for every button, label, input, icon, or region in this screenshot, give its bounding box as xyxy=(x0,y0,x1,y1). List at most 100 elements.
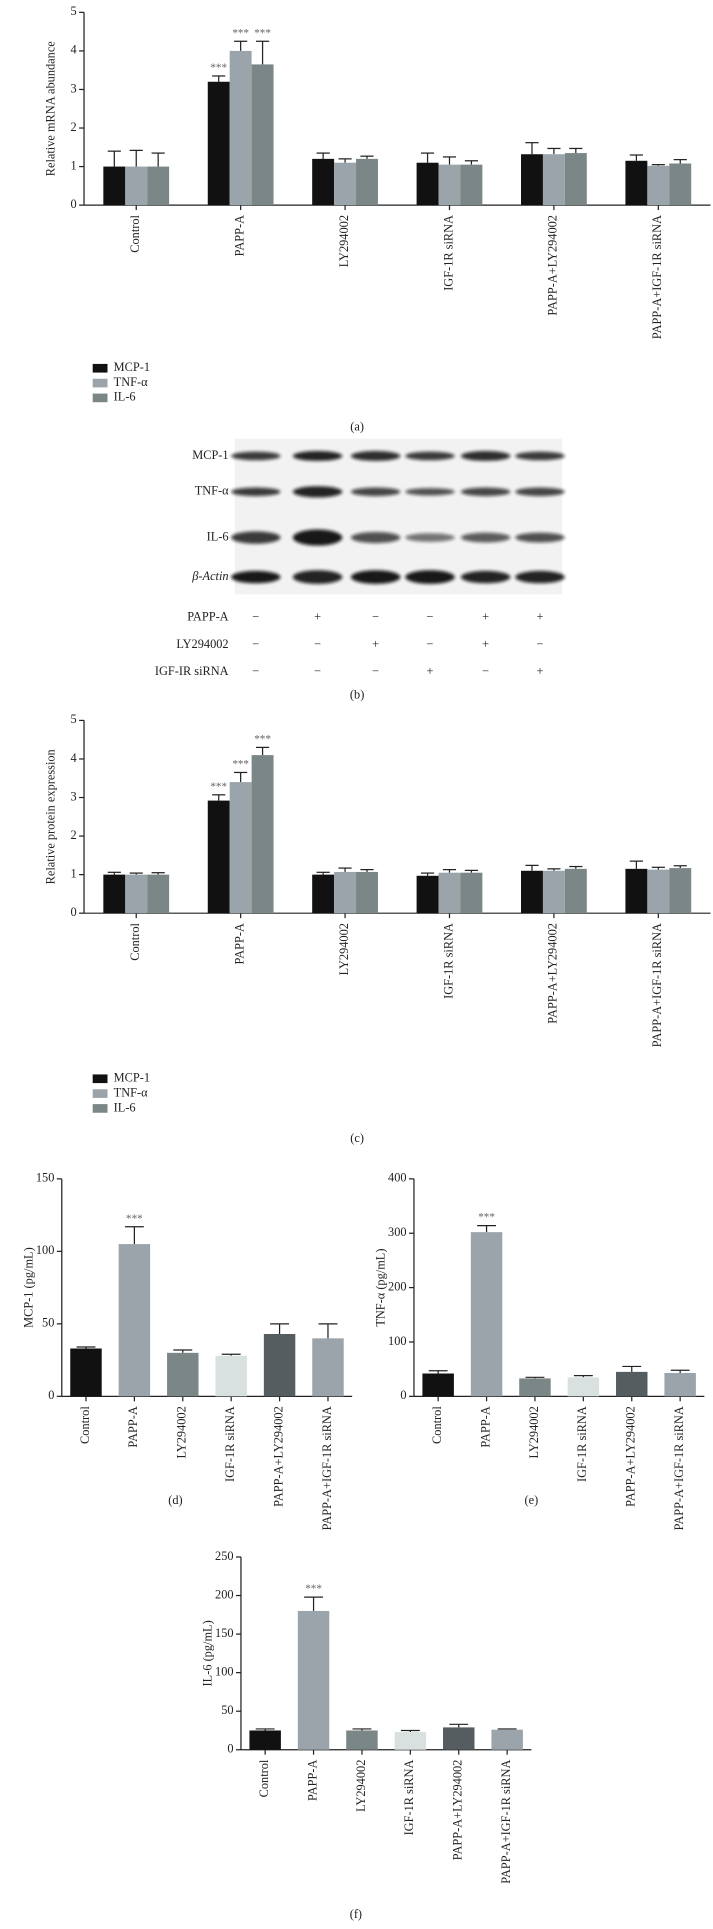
y-axis-label: MCP-1 (pg/mL) xyxy=(21,1247,35,1328)
blot-band xyxy=(292,570,343,584)
x-tick-label: IGF-1R siRNA xyxy=(223,1406,237,1482)
treatment-sign: − xyxy=(427,610,434,624)
y-axis-label: IL-6 (pg/mL) xyxy=(201,1620,215,1686)
x-tick-label: IGF-1R siRNA xyxy=(441,923,455,999)
treatment-label: LY294002 xyxy=(176,637,228,651)
y-tick-label: 0 xyxy=(48,1388,54,1402)
x-tick-label: PAPP-A xyxy=(478,1406,492,1447)
x-tick-label: LY294002 xyxy=(527,1406,541,1458)
blot-band xyxy=(350,487,401,497)
blot-band xyxy=(460,532,511,543)
bar xyxy=(125,166,148,206)
blot-band xyxy=(405,533,455,542)
x-tick-label: PAPP-A+LY294002 xyxy=(451,1760,465,1861)
treatment-sign: − xyxy=(314,664,321,678)
bar xyxy=(251,64,274,206)
legend-swatch xyxy=(92,1089,108,1098)
legend-swatch xyxy=(92,1074,108,1084)
blot-band xyxy=(350,531,401,544)
legend-label: MCP-1 xyxy=(114,360,150,374)
treatment-sign: − xyxy=(372,664,379,678)
blot-band xyxy=(515,487,565,497)
x-tick-label: PAPP-A xyxy=(305,1760,319,1801)
treatment-sign: + xyxy=(537,610,544,624)
blot-band xyxy=(515,451,565,461)
y-tick-label: 0 xyxy=(70,905,76,919)
legend-label: IL-6 xyxy=(114,390,136,404)
bar xyxy=(564,153,587,206)
bar xyxy=(356,158,378,206)
bar xyxy=(356,871,378,914)
significance-label: *** xyxy=(254,734,271,746)
treatment-sign: − xyxy=(252,637,259,651)
significance-label: *** xyxy=(478,1212,495,1224)
protein-label: IL-6 xyxy=(207,529,229,543)
y-tick-label: 0 xyxy=(70,197,76,211)
bar xyxy=(443,1727,475,1750)
bar xyxy=(564,868,587,914)
y-tick-label: 300 xyxy=(388,1225,407,1239)
blot-band xyxy=(231,531,281,544)
bar xyxy=(422,1373,454,1397)
bar xyxy=(251,755,274,914)
protein-label: TNF-α xyxy=(195,484,229,498)
blot-band xyxy=(292,451,343,461)
significance-label: *** xyxy=(254,27,271,39)
bar xyxy=(125,874,148,914)
bar xyxy=(147,874,170,914)
x-tick-label: LY294002 xyxy=(337,923,351,975)
panel-label: (a) xyxy=(350,419,364,433)
legend-label: TNF-α xyxy=(114,375,148,389)
legend-label: MCP-1 xyxy=(114,1071,150,1085)
bar xyxy=(491,1729,523,1750)
bar xyxy=(312,158,335,206)
treatment-sign: − xyxy=(427,637,434,651)
y-axis-label: Relative protein expression xyxy=(44,749,58,884)
y-tick-label: 100 xyxy=(388,1334,407,1348)
bar xyxy=(625,868,648,914)
blot-background xyxy=(234,438,563,595)
blot-band xyxy=(460,570,511,584)
y-tick-label: 4 xyxy=(70,43,76,57)
bar xyxy=(669,163,692,206)
y-tick-label: 100 xyxy=(36,1243,55,1257)
x-tick-label: PAPP-A+IGF-1R siRNA xyxy=(672,1406,686,1530)
treatment-sign: + xyxy=(372,637,379,651)
bar xyxy=(297,1610,330,1750)
bar xyxy=(70,1348,102,1397)
x-tick-label: Control xyxy=(128,214,142,252)
y-tick-label: 3 xyxy=(70,81,76,95)
y-tick-label: 4 xyxy=(70,751,76,765)
treatment-sign: + xyxy=(482,637,489,651)
bar xyxy=(460,164,483,206)
y-tick-label: 1 xyxy=(70,866,76,880)
bar xyxy=(460,872,483,914)
blot-band xyxy=(231,451,281,461)
bar xyxy=(249,1730,281,1750)
bar xyxy=(167,1352,199,1397)
treatment-label: IGF-IR siRNA xyxy=(155,664,229,678)
significance-label: *** xyxy=(210,62,227,74)
x-tick-label: PAPP-A xyxy=(126,1406,140,1447)
bar xyxy=(438,164,461,206)
bar xyxy=(542,870,565,914)
figure-content: 0 1 2 3 4 5 Relative mRNA abundance (a) Control P… xyxy=(21,4,711,1921)
bar xyxy=(470,1232,503,1397)
protein-label: β-Actin xyxy=(191,569,228,583)
x-tick-label: Control xyxy=(78,1406,92,1444)
legend-swatch xyxy=(92,393,108,403)
x-tick-label: IGF-1R siRNA xyxy=(441,215,455,291)
y-axis-label: Relative mRNA abundance xyxy=(44,41,58,177)
bar xyxy=(521,154,543,206)
bar xyxy=(567,1377,600,1397)
x-tick-label: LY294002 xyxy=(175,1406,189,1458)
bar xyxy=(416,875,439,914)
treatment-sign: − xyxy=(537,637,544,651)
blot-band xyxy=(460,487,511,497)
bar xyxy=(334,162,357,206)
y-tick-label: 250 xyxy=(215,1549,234,1563)
x-tick-label: PAPP-A xyxy=(232,923,246,964)
x-tick-label: LY294002 xyxy=(354,1760,368,1812)
x-tick-label: LY294002 xyxy=(337,215,351,267)
bar xyxy=(521,870,543,914)
